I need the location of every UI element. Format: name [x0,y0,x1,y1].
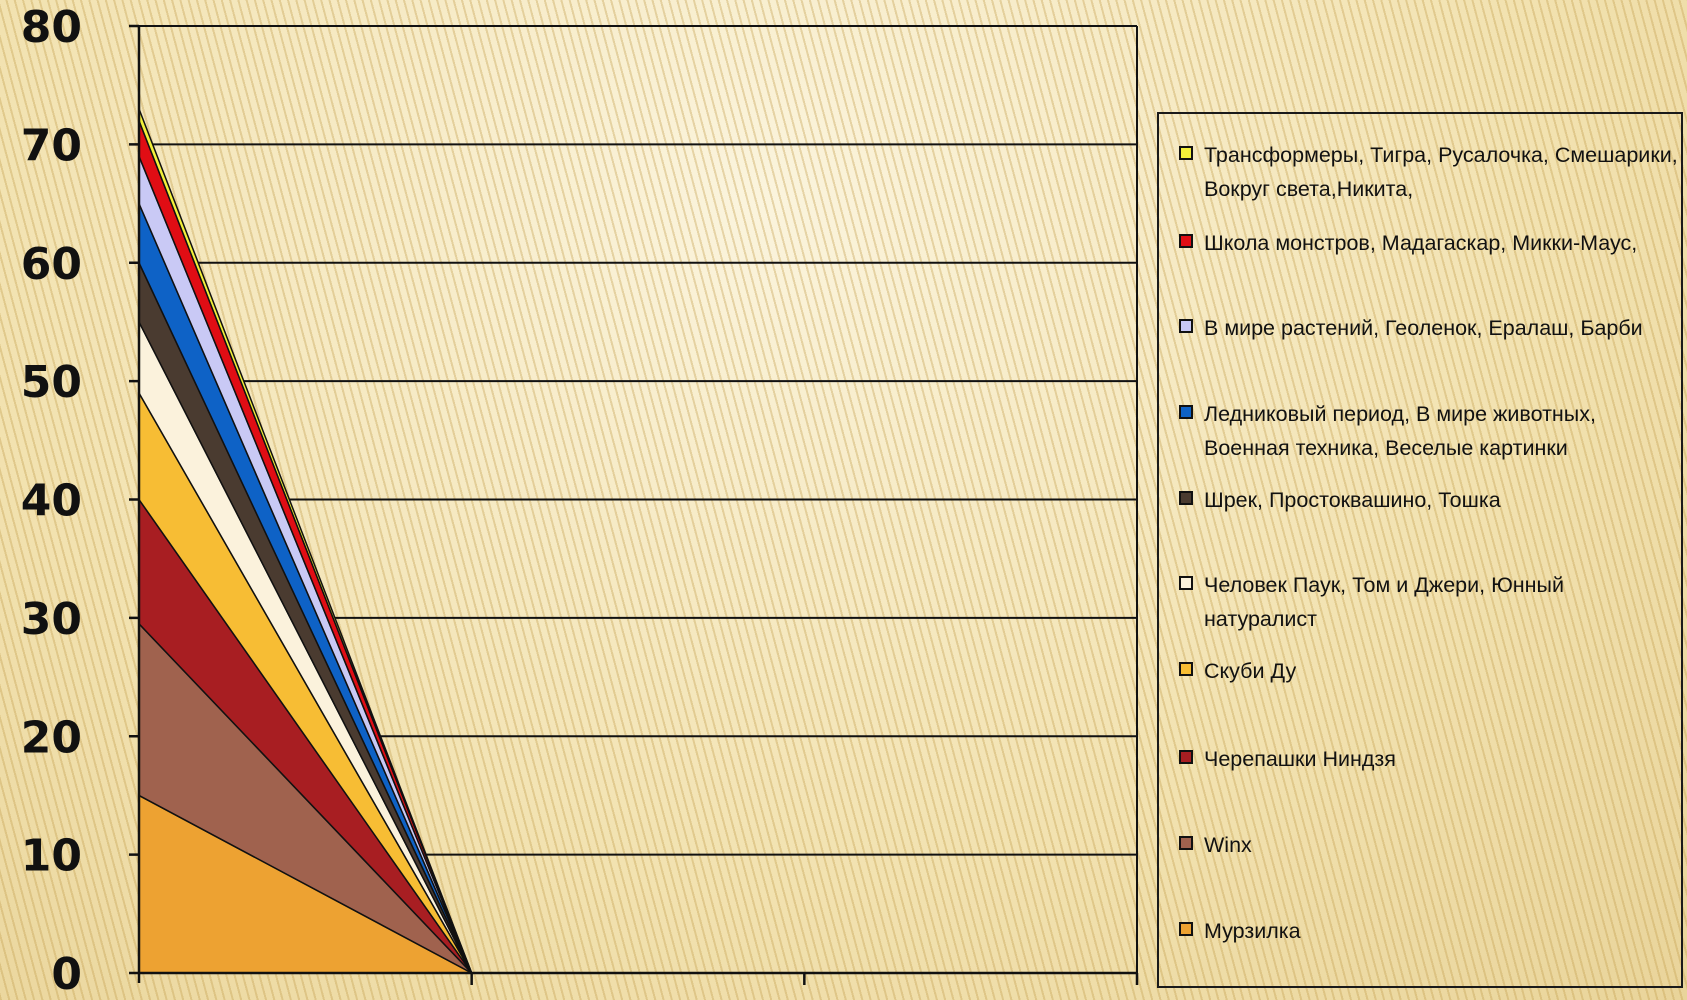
legend-swatch [1179,319,1193,333]
legend: Трансформеры, Тигра, Русалочка, Смешарик… [1157,112,1683,988]
legend-swatch [1179,405,1193,419]
y-tick-label: 80 [21,2,82,53]
y-tick-labels: 0 10 20 30 40 50 60 70 80 [21,2,82,1000]
legend-label: Школа монстров, Мадагаскар, Микки-Маус, [1204,231,1638,255]
legend-label: В мире растений, Геоленок, Ералаш, Барби [1204,316,1643,340]
y-tick-label: 40 [21,476,82,527]
legend-label: Шрек, Простоквашино, Тошка [1204,488,1501,512]
y-tick-label: 70 [21,120,82,171]
legend-swatch [1179,922,1193,936]
legend-swatch [1179,234,1193,248]
legend-label: Человек Паук, Том и Джери, Юнный натурал… [1204,573,1564,631]
legend-swatch [1179,146,1193,160]
y-tick-label: 50 [21,357,82,408]
legend-label: Мурзилка [1204,919,1301,943]
y-tick-label: 20 [21,712,82,763]
legend-label: Ледниковый период, В мире животных, Воен… [1204,402,1596,460]
y-tick-label: 0 [51,949,82,1000]
legend-swatch [1179,750,1193,764]
legend-label: Трансформеры, Тигра, Русалочка, Смешарик… [1204,143,1678,201]
axes [129,24,1139,985]
legend-swatch [1179,576,1193,590]
area-series [138,108,806,974]
y-tick-label: 30 [21,594,82,645]
y-tick-label: 10 [21,831,82,882]
legend-swatch [1179,662,1193,676]
y-tick-label: 60 [21,239,82,290]
legend-swatch [1179,491,1193,505]
legend-swatch [1179,836,1193,850]
legend-label: Winx [1204,833,1252,857]
legend-label: Скуби Ду [1204,659,1297,683]
legend-label: Черепашки Ниндзя [1204,747,1396,771]
